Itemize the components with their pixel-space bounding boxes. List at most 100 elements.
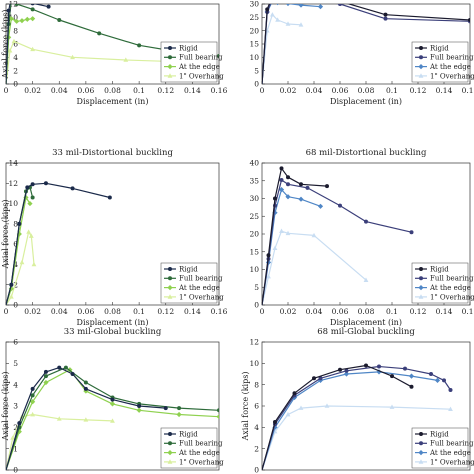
series-group: [6, 365, 219, 470]
data-point: [9, 282, 14, 287]
data-point: [30, 4, 35, 6]
data-point: [83, 380, 88, 385]
data-point: [442, 378, 446, 383]
x-tick-label: 0.06: [78, 307, 95, 316]
y-tick-label: 2: [13, 66, 18, 75]
data-point: [270, 0, 275, 4]
data-point: [344, 368, 349, 373]
series-line-2: [262, 371, 438, 470]
data-point: [6, 8, 11, 13]
y-axis-label: Axial force (kips): [1, 372, 10, 442]
legend-marker: [167, 285, 173, 291]
y-tick-label: 30: [249, 194, 259, 203]
x-tick-label: 0: [260, 307, 265, 316]
data-point: [56, 416, 62, 421]
x-tick-label: 0.08: [358, 86, 375, 95]
legend-marker: [418, 285, 424, 291]
data-point: [275, 17, 280, 22]
chart-panel-br: 0 2 4 6 8 10 12 Axial force (kips) 68 mil-Global…: [241, 327, 474, 474]
legend-marker: [418, 294, 424, 299]
series-line-1: [6, 4, 219, 84]
data-point: [305, 185, 310, 190]
y-tick-label: 0: [254, 466, 259, 474]
legend-marker: [167, 450, 173, 456]
x-tick-label: 0.12: [410, 86, 427, 95]
data-point: [110, 418, 115, 423]
y-tick-label: 14: [8, 159, 18, 168]
series-line-1: [6, 367, 219, 470]
data-point: [434, 377, 441, 383]
data-point: [10, 435, 16, 440]
y-axis-label: Axial force (kips): [1, 200, 10, 270]
data-point: [343, 371, 350, 377]
legend-entry: 1" Overhang: [430, 458, 474, 466]
data-point: [16, 429, 22, 435]
data-point: [389, 404, 395, 409]
data-point: [30, 46, 36, 52]
y-tick-label: 4: [13, 380, 18, 389]
x-axis-label: Displacement (in): [330, 318, 402, 327]
data-point: [25, 185, 30, 190]
legend-marker: [168, 267, 172, 271]
data-point: [383, 12, 388, 17]
data-point: [26, 229, 32, 234]
data-point: [217, 54, 219, 58]
data-point: [30, 399, 36, 405]
y-tick-label: 8: [254, 380, 259, 389]
data-point: [317, 203, 324, 209]
y-tick-label: 4: [13, 53, 18, 62]
legend-entry: Rigid: [430, 265, 449, 273]
data-point: [266, 274, 271, 279]
x-tick-label: 0.1: [386, 86, 398, 95]
data-point: [292, 391, 297, 396]
data-point: [383, 16, 388, 21]
y-tick-label: 10: [249, 359, 259, 368]
legend-marker: [419, 276, 423, 281]
legend-entry: At the edge: [429, 284, 471, 292]
data-point: [109, 401, 116, 407]
x-tick-label: 0.12: [157, 307, 174, 316]
y-tick-label: 30: [249, 0, 259, 9]
x-tick-label: 0.02: [280, 86, 297, 95]
data-point: [24, 16, 30, 22]
series-line-0: [262, 4, 470, 84]
x-tick-label: 0.16: [462, 307, 474, 316]
legend-marker: [167, 294, 173, 299]
data-point: [276, 0, 280, 1]
data-point: [286, 175, 290, 180]
legend-entry: At the edge: [178, 449, 220, 457]
y-tick-label: 6: [254, 402, 259, 411]
data-point: [363, 277, 369, 282]
x-tick-label: 0.14: [436, 86, 453, 95]
chart-panel-tl: 0 2 4 6 8 10 12 0 0.02 0.04 0.06 0.08 0.1 0.12 0.14 0.1…: [1, 0, 228, 106]
y-tick-label: 1: [13, 444, 18, 453]
data-point: [83, 386, 88, 391]
data-point: [299, 182, 303, 187]
legend-marker: [168, 55, 172, 60]
series-line-0: [6, 367, 166, 470]
legend-entry: Rigid: [179, 265, 198, 273]
chart-panel-mr: 0 5 10 15 20 25 30 35 40 0 0.02 0.04 0.06 0.08 0.1 0.12…: [249, 148, 474, 327]
x-tick-label: 0: [4, 86, 9, 95]
y-tick-label: 4: [13, 260, 18, 269]
legend-marker: [168, 46, 172, 50]
y-tick-label: 3: [13, 402, 18, 411]
data-point: [136, 407, 142, 413]
data-point: [43, 369, 48, 374]
data-point: [273, 196, 277, 201]
y-tick-label: 0: [13, 466, 18, 474]
chart-title: 33 mil-Global buckling: [64, 327, 162, 337]
series-group: [262, 363, 453, 470]
data-point: [83, 417, 89, 422]
x-tick-label: 0.04: [306, 307, 323, 316]
legend-marker: [168, 276, 172, 281]
data-point: [7, 48, 13, 53]
data-point: [285, 4, 291, 7]
data-point: [31, 261, 37, 267]
data-point: [123, 57, 129, 62]
data-point: [30, 411, 36, 417]
series-line-0: [262, 364, 412, 470]
